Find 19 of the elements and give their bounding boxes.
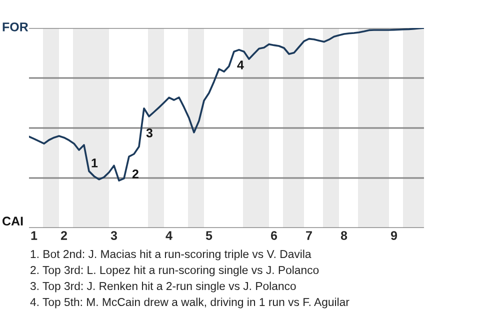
- x-tick-label: 9: [390, 231, 398, 240]
- text: 2. Top 3rd: L. Lopez hit a run-scoring single vs J. Polanco: [30, 266, 319, 276]
- text: 4. Top 5th: M. McCain drew a walk, driving in 1 run vs F. Aguilar: [30, 298, 350, 308]
- x-tick-label: 6: [270, 231, 278, 240]
- x-tick-label: 2: [60, 231, 67, 240]
- annotation: 1: [92, 158, 98, 168]
- annotation: 3: [146, 128, 152, 138]
- x-tick-label: 1: [31, 231, 38, 240]
- x-tick-label: 7: [306, 231, 312, 240]
- text: 3. Top 3rd: J. Renken hit a 2-run single vs J. Polanco: [30, 282, 296, 292]
- text: FOR: [2, 22, 28, 32]
- x-tick-label: 3: [110, 231, 118, 240]
- text: CAI: [2, 216, 23, 226]
- annotation: 2: [132, 170, 138, 178]
- text: 1. Bot 2nd: J. Macias hit a run-scoring triple vs V. Davila: [30, 250, 312, 260]
- annotation: 4: [237, 60, 244, 70]
- x-tick-label: 4: [166, 231, 172, 240]
- x-tick-label: 5: [206, 231, 212, 240]
- x-tick-label: 8: [340, 231, 348, 240]
